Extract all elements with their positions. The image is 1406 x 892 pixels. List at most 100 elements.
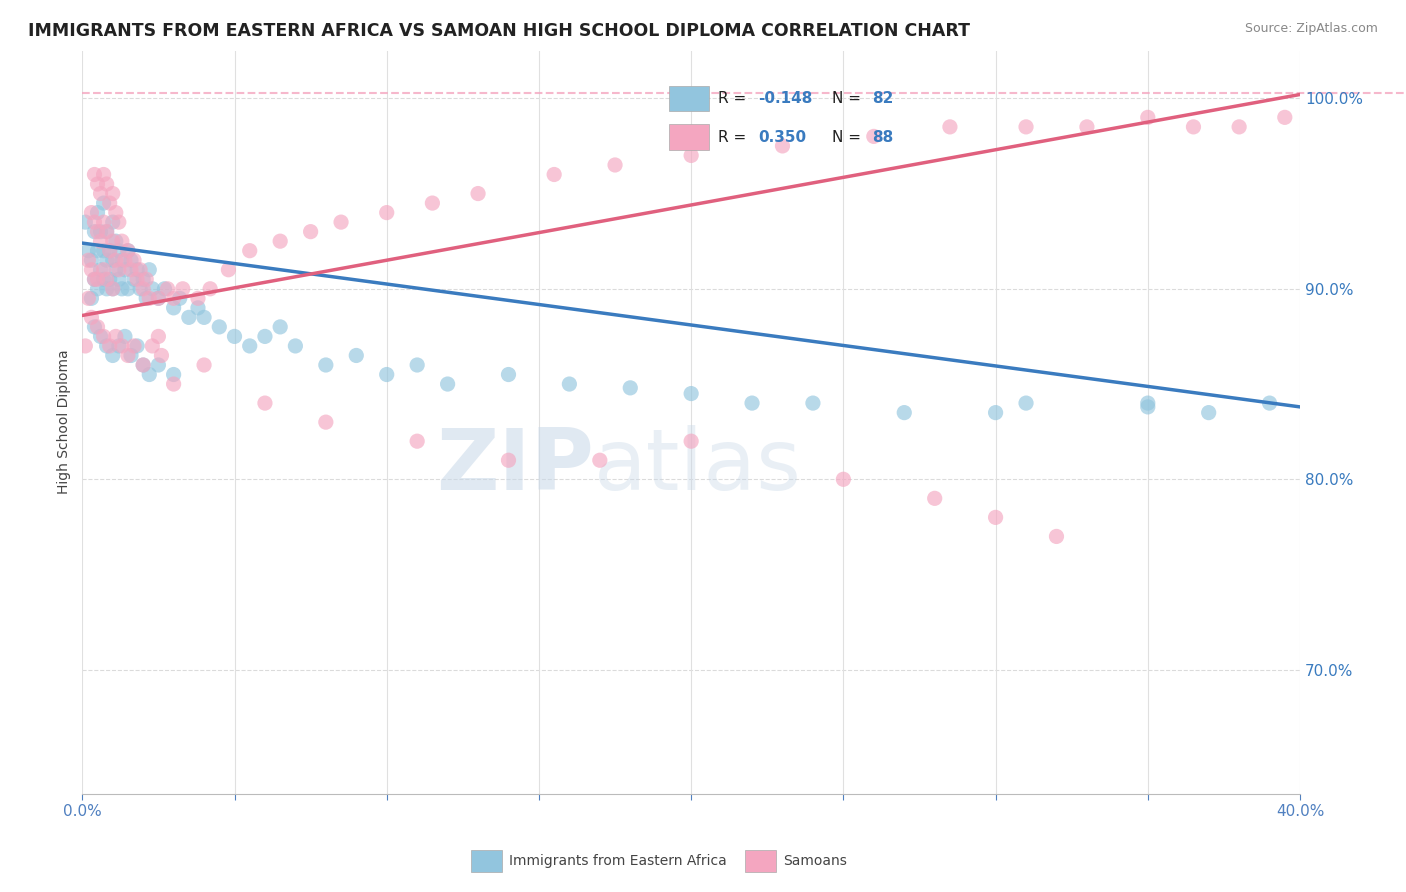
Point (741, 396, 763, 410)
Point (77, 253, 100, 268)
Point (148, 329, 170, 343)
Point (98, 196, 121, 211)
Point (543, 168, 565, 182)
Point (984, 510, 1007, 524)
Point (172, 282, 194, 296)
Point (1258, 396, 1281, 410)
Point (86, 272, 108, 286)
Text: Immigrants from Eastern Africa: Immigrants from Eastern Africa (509, 854, 727, 868)
Point (108, 272, 131, 286)
Point (1136, 400, 1159, 414)
Point (893, 406, 915, 420)
Point (117, 244, 139, 258)
Point (127, 272, 149, 286)
Point (120, 262, 142, 277)
Point (83, 215, 105, 229)
Point (111, 339, 134, 353)
Point (77, 291, 100, 305)
Point (269, 319, 291, 334)
Point (96, 253, 118, 268)
Point (132, 358, 155, 372)
Point (129, 282, 152, 296)
Point (141, 339, 163, 353)
Point (108, 215, 131, 229)
Point (114, 329, 136, 343)
Point (96, 177, 118, 191)
Point (80, 205, 103, 219)
Point (98, 339, 121, 353)
Point (120, 253, 142, 268)
Point (603, 158, 626, 172)
Point (406, 434, 429, 449)
Point (83, 319, 105, 334)
Point (150, 349, 173, 363)
Point (138, 368, 160, 382)
Point (93, 244, 115, 258)
Point (96, 282, 118, 296)
Point (83, 225, 105, 239)
Point (93, 196, 115, 211)
Point (924, 491, 946, 506)
Point (117, 349, 139, 363)
Point (101, 282, 124, 296)
Point (93, 329, 115, 343)
Point (187, 301, 209, 315)
Text: Source: ZipAtlas.com: Source: ZipAtlas.com (1244, 22, 1378, 36)
Point (177, 310, 200, 325)
Point (862, 129, 884, 144)
Point (208, 319, 231, 334)
Point (344, 349, 367, 363)
Point (80, 262, 103, 277)
Point (193, 358, 215, 372)
Bar (745, 850, 776, 871)
Point (111, 253, 134, 268)
Point (801, 396, 824, 410)
Point (253, 329, 276, 343)
Point (101, 186, 124, 201)
Point (108, 244, 131, 258)
Point (111, 282, 134, 296)
Point (772, 139, 794, 153)
Point (120, 349, 142, 363)
Point (141, 282, 163, 296)
Point (96, 225, 118, 239)
Point (86, 177, 108, 191)
Text: ZIP: ZIP (436, 425, 593, 508)
Point (169, 291, 191, 305)
Point (1015, 396, 1038, 410)
Point (1015, 120, 1038, 134)
Text: atlas: atlas (593, 425, 801, 508)
Point (375, 368, 398, 382)
Point (77, 244, 100, 258)
Point (315, 415, 337, 429)
Point (90, 225, 112, 239)
Point (101, 253, 124, 268)
Point (80, 253, 103, 268)
Point (111, 234, 134, 248)
Point (135, 291, 157, 305)
Point (939, 120, 962, 134)
Y-axis label: High School Diploma: High School Diploma (58, 350, 72, 494)
Point (86, 282, 108, 296)
Point (217, 262, 239, 277)
Point (104, 329, 127, 343)
Point (86, 225, 108, 239)
Point (86, 205, 108, 219)
Point (162, 301, 184, 315)
Point (619, 381, 641, 395)
Point (101, 234, 124, 248)
Point (108, 262, 131, 277)
Point (198, 282, 221, 296)
Point (96, 272, 118, 286)
Point (1136, 111, 1159, 125)
Point (1227, 120, 1250, 134)
Point (75, 215, 97, 229)
Point (681, 148, 703, 162)
Point (93, 168, 115, 182)
Point (114, 262, 136, 277)
Point (284, 339, 307, 353)
Point (96, 225, 118, 239)
Point (148, 291, 170, 305)
Point (101, 349, 124, 363)
Point (187, 291, 209, 305)
